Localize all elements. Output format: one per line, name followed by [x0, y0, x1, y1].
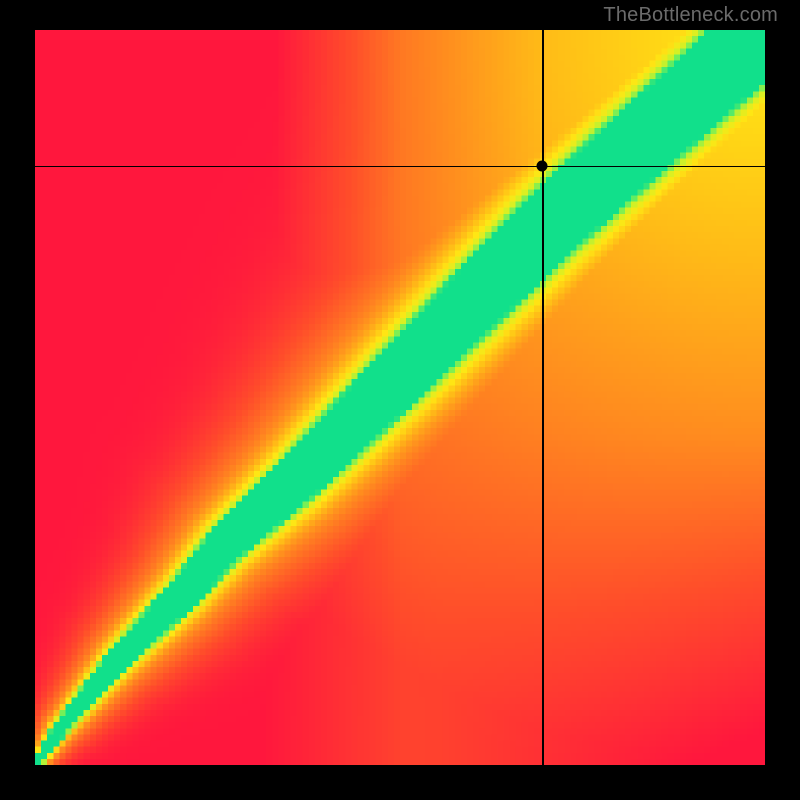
plot-area [35, 30, 765, 765]
crosshair-vertical [542, 30, 544, 765]
crosshair-horizontal [35, 166, 765, 168]
crosshair-point [537, 160, 548, 171]
heatmap-canvas [35, 30, 765, 765]
chart-container: TheBottleneck.com [0, 0, 800, 800]
watermark-text: TheBottleneck.com [603, 4, 778, 27]
